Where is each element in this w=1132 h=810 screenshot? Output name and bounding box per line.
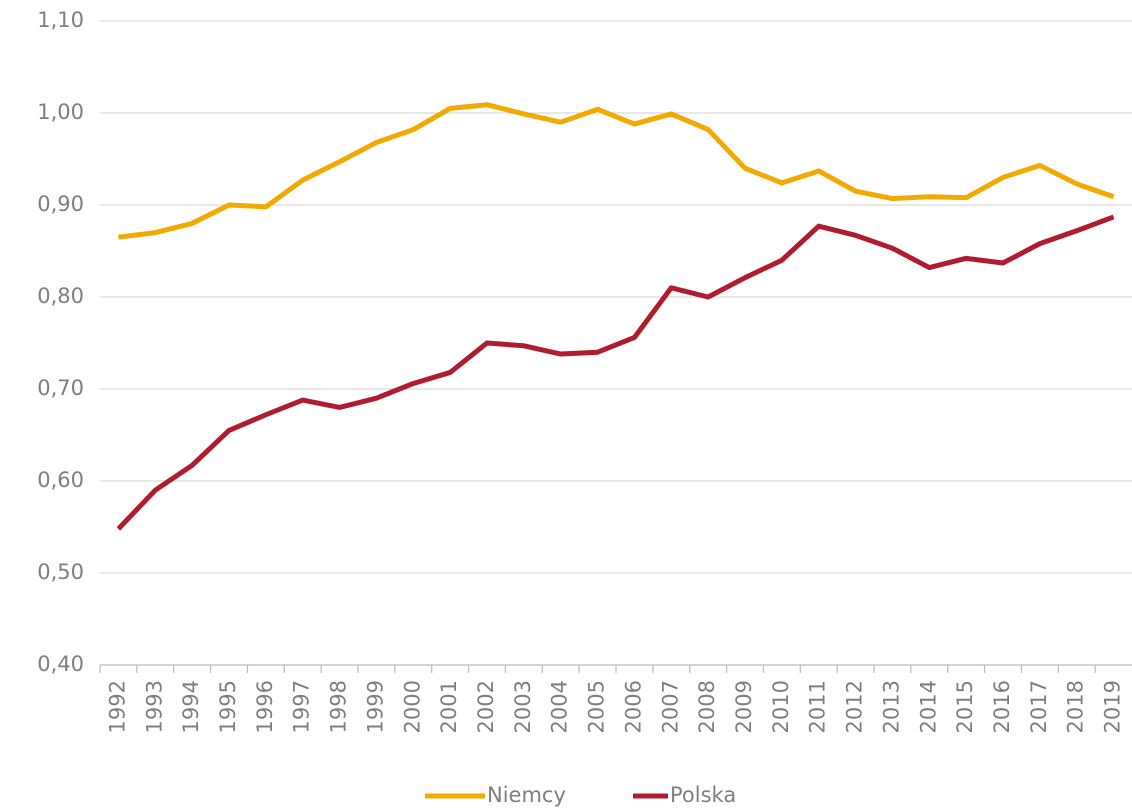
x-tick-label: 2011 <box>806 680 830 733</box>
x-tick-label: 2002 <box>474 680 498 733</box>
x-tick-label: 1995 <box>216 680 240 733</box>
x-tick-label: 1997 <box>290 680 314 733</box>
y-tick-label: 0,60 <box>37 468 84 492</box>
y-tick-label: 0,80 <box>37 284 84 308</box>
x-tick-label: 1994 <box>179 680 203 733</box>
x-tick-label: 2013 <box>879 680 903 733</box>
x-tick-label: 1996 <box>253 680 277 733</box>
x-tick-label: 2014 <box>916 680 940 733</box>
y-tick-label: 1,00 <box>37 100 84 124</box>
x-tick-label: 2016 <box>990 680 1014 733</box>
x-tick-label: 2000 <box>400 680 424 733</box>
x-tick-label: 2006 <box>621 680 645 733</box>
x-tick-label: 1998 <box>327 680 351 733</box>
x-tick-label: 2018 <box>1064 680 1088 733</box>
series-line <box>116 214 1115 531</box>
x-tick-label: 2017 <box>1027 680 1051 733</box>
y-tick-label: 1,10 <box>37 8 84 32</box>
x-tick-label: 2012 <box>843 680 867 733</box>
x-tick-label: 2005 <box>585 680 609 733</box>
x-tick-label: 1992 <box>105 680 129 733</box>
legend-label: Niemcy <box>487 783 566 807</box>
x-tick-label: 2010 <box>769 680 793 733</box>
x-tick-label: 2003 <box>511 680 535 733</box>
x-tick-label: 1993 <box>142 680 166 733</box>
y-tick-label: 0,70 <box>37 376 84 400</box>
x-tick-label: 2019 <box>1101 680 1125 733</box>
x-tick-label: 2004 <box>548 680 572 733</box>
y-tick-label: 0,50 <box>37 560 84 584</box>
x-tick-label: 2009 <box>732 680 756 733</box>
legend-label: Polska <box>670 783 736 807</box>
x-tick-label: 1999 <box>363 680 387 733</box>
x-tick-label: 2015 <box>953 680 977 733</box>
x-tick-label: 2007 <box>658 680 682 733</box>
y-tick-label: 0,90 <box>37 192 84 216</box>
y-tick-label: 0,40 <box>37 652 84 676</box>
x-tick-label: 2001 <box>437 680 461 733</box>
x-tick-label: 2008 <box>695 680 719 733</box>
series-line <box>118 102 1115 240</box>
